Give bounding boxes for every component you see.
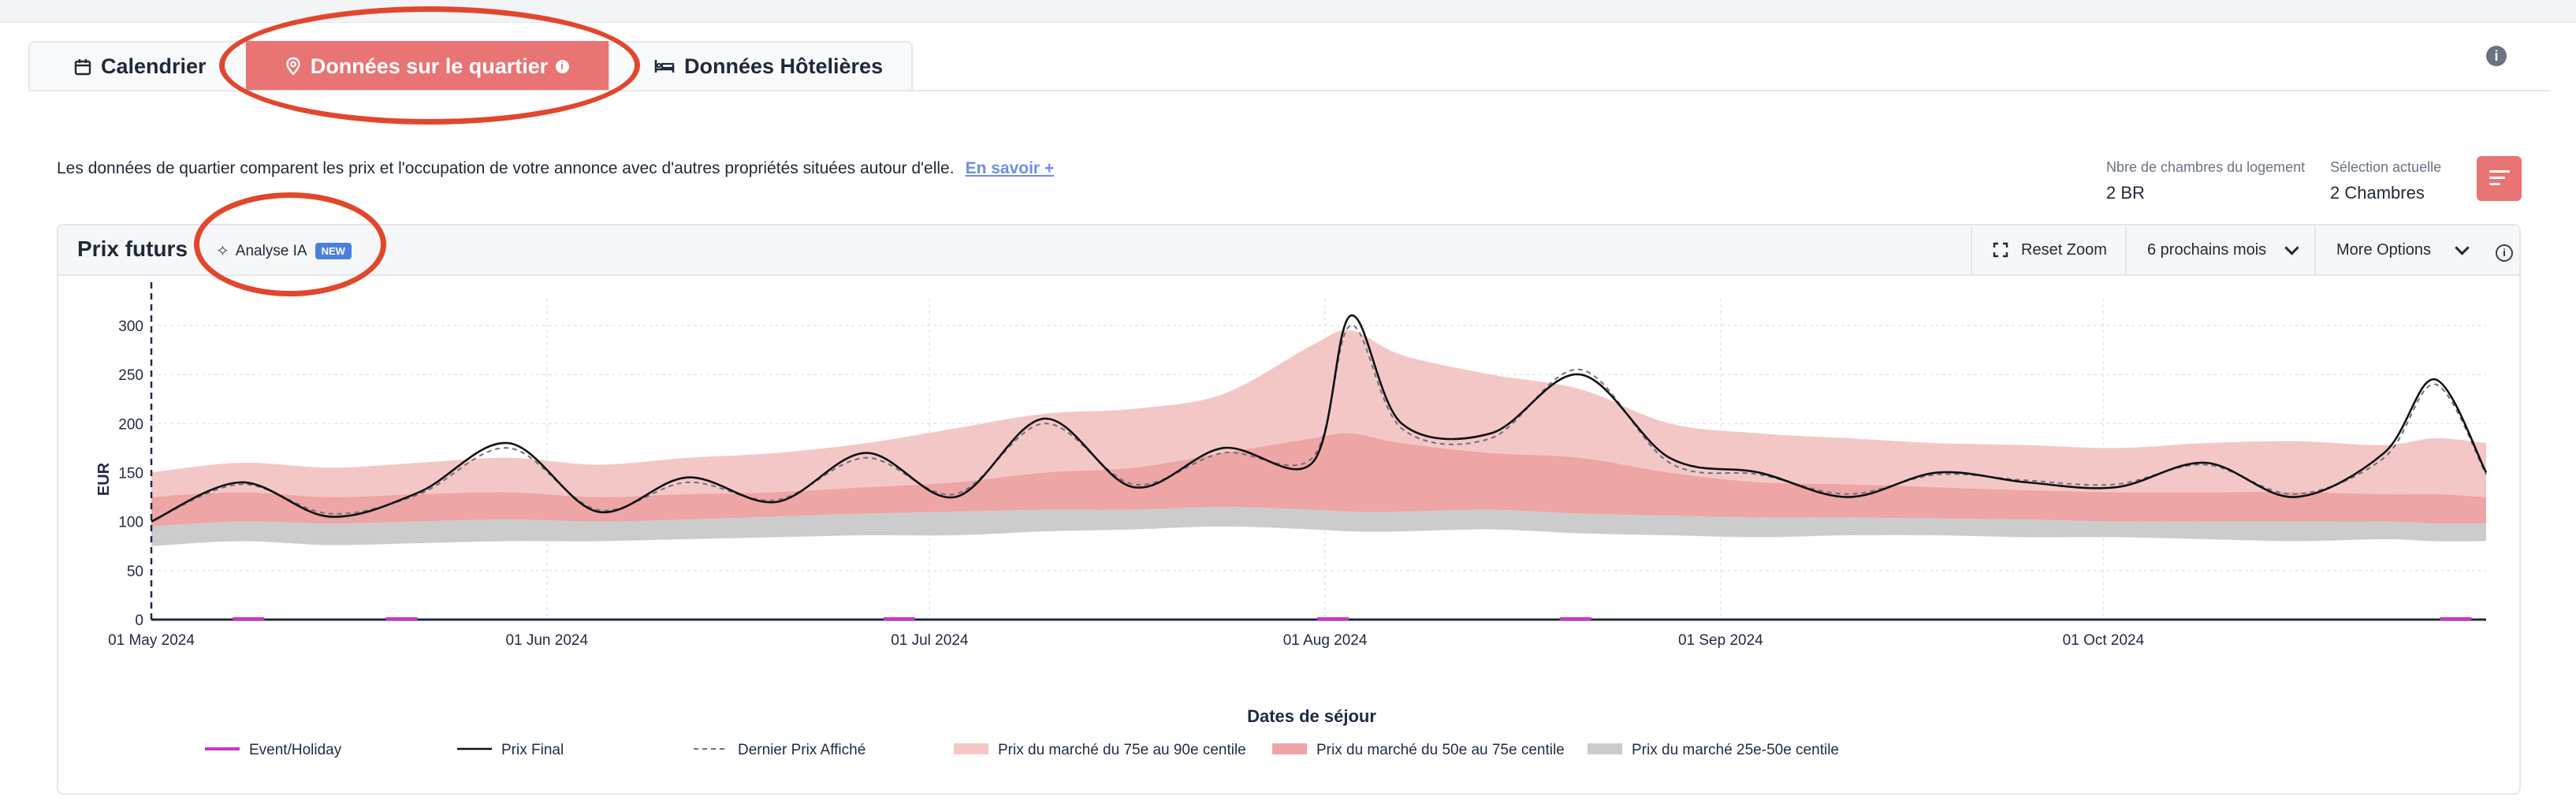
y-tick-label: 200 [118, 416, 143, 433]
bed-icon [654, 60, 675, 73]
tab-hotel-label: Données Hôtelières [684, 54, 884, 78]
legend-label: Prix du marché du 50e au 75e centile [1316, 742, 1565, 758]
legend-label: Dernier Prix Affiché [738, 742, 865, 758]
x-tick-label: 01 Oct 2024 [2063, 632, 2145, 649]
tab-calendar[interactable]: Calendrier [28, 41, 248, 90]
x-tick-label: 01 Jun 2024 [505, 632, 588, 649]
future-prices-panel: Prix futurs ✧ Analyse IA NEW Reset Zoom … [57, 224, 2521, 795]
y-tick-label: 300 [118, 318, 143, 335]
tab-calendar-label: Calendrier [101, 54, 207, 78]
panel-header: Prix futurs ✧ Analyse IA NEW Reset Zoom … [58, 225, 2519, 276]
y-tick-label: 100 [118, 515, 143, 531]
legend-swatch-band [954, 743, 988, 754]
period-value: 6 prochains mois [2147, 240, 2267, 259]
page-info-icon[interactable]: i [2486, 46, 2507, 66]
y-tick-label: 150 [118, 465, 143, 482]
y-tick-label: 0 [135, 613, 143, 629]
selection-label: Sélection actuelle [2330, 159, 2442, 175]
final-price-line [151, 315, 2488, 523]
x-tick-label: 01 May 2024 [108, 632, 195, 649]
percentile-band [151, 330, 2486, 497]
legend-label: Event/Holiday [249, 742, 342, 758]
panel-title: Prix futurs [77, 236, 188, 261]
last-displayed-price-line [151, 324, 2487, 523]
filter-icon [2489, 170, 2510, 173]
chevron-down-icon [2284, 240, 2299, 255]
reset-zoom-label: Reset Zoom [2021, 240, 2107, 259]
filter-button[interactable] [2477, 156, 2522, 201]
period-select[interactable]: 6 prochains mois [2125, 225, 2314, 274]
expand-icon [1993, 242, 2008, 258]
description-text: Les données de quartier comparent les pr… [57, 159, 1054, 178]
more-options-label: More Options [2336, 240, 2432, 259]
calendar-icon [74, 59, 91, 76]
percentile-band [151, 506, 2486, 546]
bedrooms-label: Nbre de chambres du logement [2106, 159, 2306, 175]
x-tick-label: 01 Sep 2024 [1678, 632, 1763, 649]
bedrooms-value: 2 BR [2106, 183, 2145, 203]
more-options-select[interactable]: More Options [2314, 225, 2485, 274]
x-tick-label: 01 Jul 2024 [891, 632, 969, 649]
selection-value: 2 Chambres [2330, 183, 2425, 203]
legend-swatch-band [1588, 743, 1622, 754]
percentile-band [151, 433, 2486, 527]
legend-label: Prix Final [501, 742, 564, 758]
learn-more-link[interactable]: En savoir + [965, 159, 1055, 177]
x-axis-label: Dates de séjour [1247, 706, 1376, 726]
reset-zoom-button[interactable]: Reset Zoom [1971, 225, 2125, 274]
y-tick-label: 50 [127, 564, 143, 580]
legend-label: Prix du marché 25e-50e centile [1632, 742, 1839, 758]
price-chart: 0 50 100 150 200 250 300 01 May 2024 01 Jun 2024… [95, 282, 2488, 758]
chevron-down-icon [2455, 240, 2470, 255]
y-axis-label: EUR [95, 462, 113, 496]
x-tick-label: 01 Aug 2024 [1283, 632, 1368, 649]
annotation-ring-tab [219, 6, 640, 125]
legend-swatch-band [1272, 743, 1307, 754]
annotation-ring-ai [194, 192, 386, 296]
legend-label: Prix du marché du 75e au 90e centile [998, 742, 1246, 758]
y-tick-label: 250 [118, 367, 143, 384]
tab-hotel-data[interactable]: Données Hôtelières [609, 41, 913, 90]
chart-info-icon[interactable]: i [2496, 244, 2513, 262]
tabs-divider [28, 90, 2551, 91]
description-body: Les données de quartier comparent les pr… [57, 159, 955, 177]
